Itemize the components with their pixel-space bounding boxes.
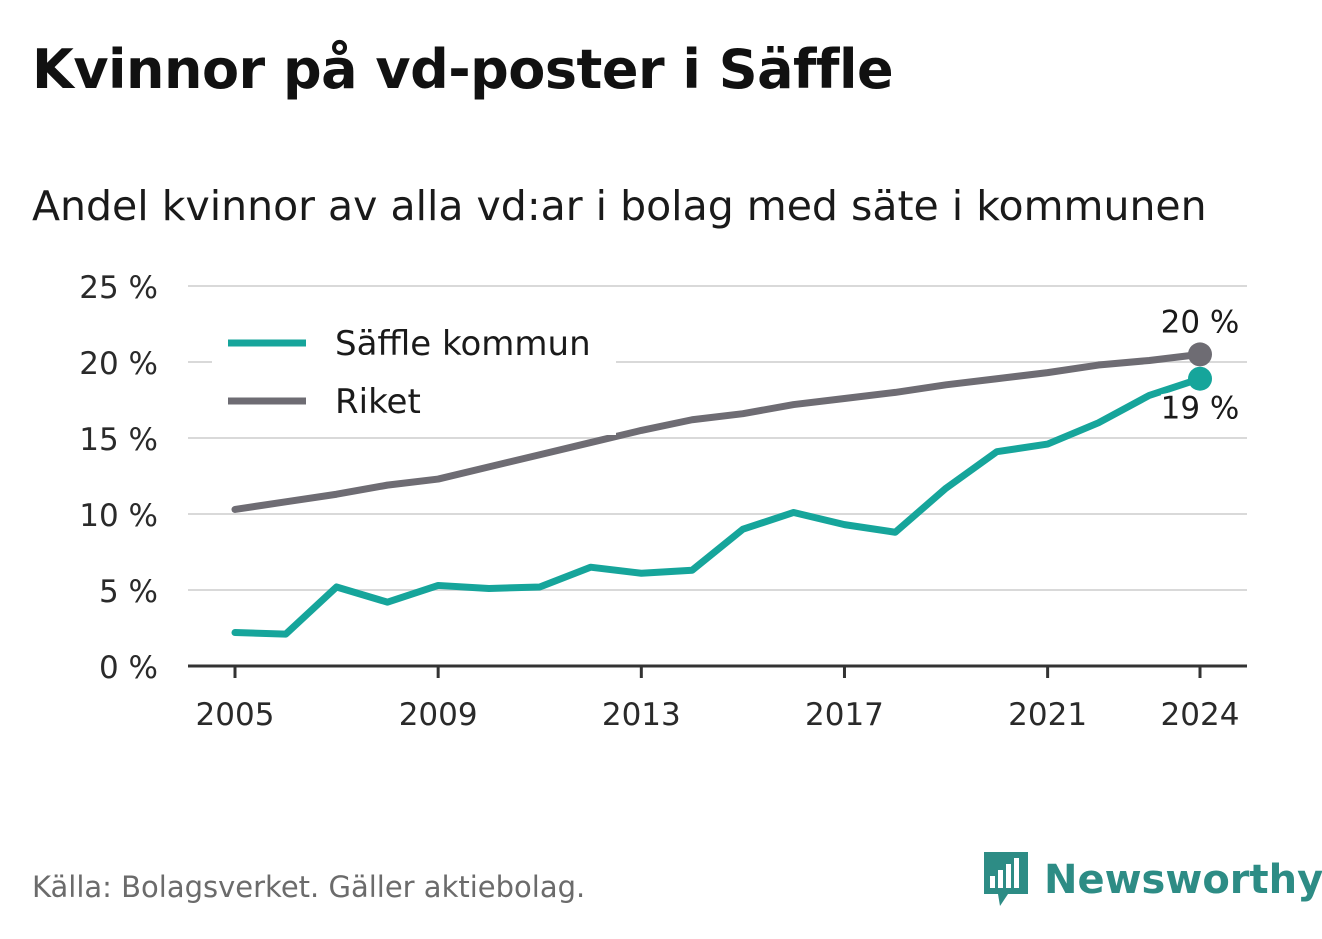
x-tick-label: 2009 [399, 697, 478, 733]
x-tick-label: 2013 [602, 697, 681, 733]
y-tick-label: 20 % [79, 346, 158, 382]
y-tick-label: 5 % [99, 574, 158, 610]
y-axis-ticks: 0 % 5 % 10 % 15 % 20 % 25 % [79, 270, 158, 686]
series-end-marker [1188, 366, 1212, 391]
x-axis: 2005 2009 2013 2017 2021 2024 [188, 664, 1247, 733]
series-end-label: 20 % [1161, 304, 1240, 340]
series-end-marker [1188, 342, 1212, 367]
x-tick-label: 2017 [805, 697, 884, 733]
source-note: Källa: Bolagsverket. Gäller aktiebolag. [32, 870, 586, 904]
series-line-1 [231, 350, 1204, 513]
newsworthy-logo-icon [984, 852, 1028, 906]
y-tick-label: 25 % [79, 270, 158, 306]
legend-label: Säffle kommun [335, 324, 591, 364]
legend-background [212, 313, 616, 435]
x-tick-label: 2005 [196, 697, 275, 733]
x-tick-label: 2021 [1008, 697, 1087, 733]
brand-logo: Newsworthy [980, 850, 1322, 910]
y-tick-label: 15 % [79, 422, 158, 458]
chart-title: Kvinnor på vd-poster i Säffle [32, 38, 894, 101]
chart-subtitle: Andel kvinnor av alla vd:ar i bolag med … [32, 182, 1207, 230]
x-tick-label: 2024 [1161, 697, 1240, 733]
y-tick-label: 0 % [99, 650, 158, 686]
legend: Säffle kommun Riket [212, 313, 616, 435]
y-tick-label: 10 % [79, 498, 158, 534]
legend-label: Riket [335, 382, 421, 422]
end-labels: 19 % 20 % [1158, 301, 1243, 429]
series-end-label: 19 % [1161, 391, 1240, 427]
series-lines [231, 350, 1204, 638]
brand-name: Newsworthy [1044, 857, 1322, 903]
series-line-0 [231, 375, 1204, 638]
